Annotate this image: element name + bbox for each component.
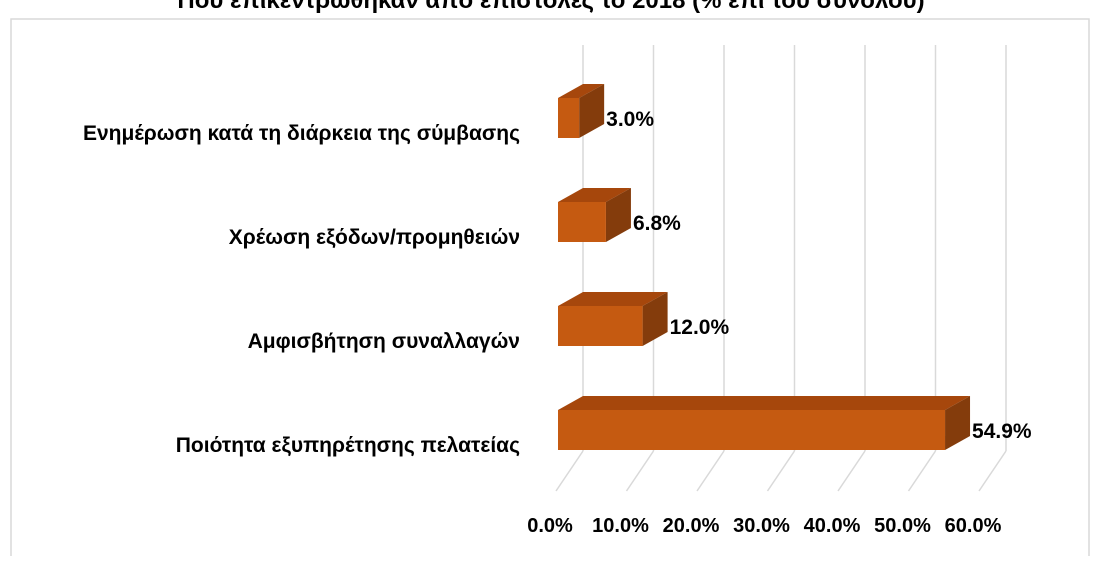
x-tick-label: 0.0% [527, 515, 573, 537]
bar-side-face [605, 188, 631, 242]
floor-gridline-3 [766, 450, 796, 492]
floor-gridline-4 [837, 450, 866, 492]
chart-title: Πού επικεντρώθηκαν από επιστολές το 2018… [177, 0, 925, 14]
bar-top-face [558, 396, 971, 410]
x-tick-label: 60.0% [945, 515, 1002, 537]
bar-3 [558, 396, 971, 450]
x-tick-label: 40.0% [804, 515, 861, 537]
floor-gridline-0 [555, 450, 584, 492]
floor-gridline-1 [625, 450, 655, 492]
data-label: 6.8% [633, 212, 681, 235]
bar-side-face [945, 396, 971, 450]
bar-front-face [558, 410, 946, 450]
data-label: 54.9% [972, 420, 1032, 443]
bar-2 [558, 292, 668, 346]
bar-0 [558, 84, 605, 138]
x-tick-label: 20.0% [663, 515, 720, 537]
bar-top-face [558, 84, 605, 98]
x-tick-label: 10.0% [592, 515, 649, 537]
bar-front-face [558, 98, 580, 138]
grid-layer [555, 45, 1007, 492]
x-tick-label: 50.0% [874, 515, 931, 537]
data-label: 12.0% [670, 316, 730, 339]
bar-side-face [642, 292, 668, 346]
bar-1 [558, 188, 631, 242]
label-layer: 0.0% 10.0% 20.0% 30.0% 40.0% 50.0% 60.0% 3.0% Εν… [83, 108, 1032, 537]
floor-gridline-2 [696, 450, 725, 492]
plot-frame [10, 18, 1090, 561]
category-label: Αμφισβήτηση συναλλαγών [248, 330, 520, 353]
x-tick-label: 30.0% [733, 515, 790, 537]
bar-front-face [558, 306, 643, 346]
floor-gridline-5 [907, 450, 937, 492]
category-label: Ποιότητα εξυπηρέτησης πελατείας [176, 434, 520, 457]
bar-side-face [579, 84, 605, 138]
bar-top-face [558, 292, 668, 306]
floor-gridline-6 [978, 450, 1007, 492]
data-label: 3.0% [606, 108, 654, 131]
category-label: Χρέωση εξόδων/προμηθειών [229, 226, 520, 249]
bar-top-face [558, 188, 631, 202]
bar-layer [558, 84, 971, 450]
category-label: Ενημέρωση κατά τη διάρκεια της σύμβασης [83, 122, 520, 145]
bar-front-face [558, 202, 606, 242]
